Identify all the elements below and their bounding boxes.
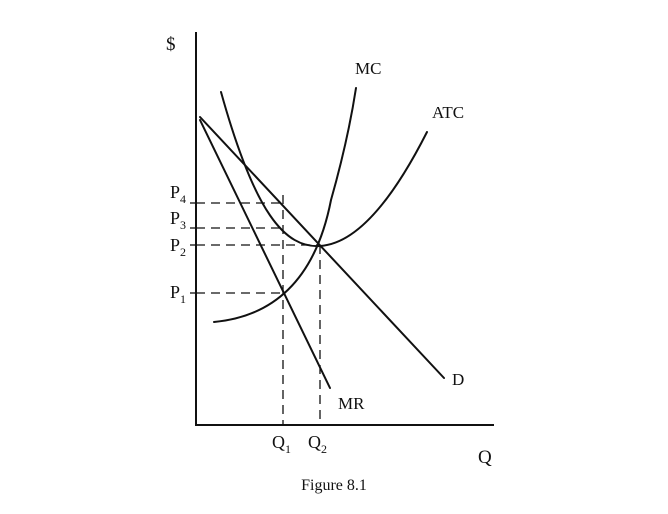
q1-main: Q (272, 432, 285, 452)
mr-label: MR (338, 394, 365, 413)
demand-curve (199, 116, 445, 379)
demand-label: D (452, 370, 464, 389)
p3-main: P (170, 208, 180, 228)
q1-label: Q1 (272, 432, 291, 456)
mc-label: MC (355, 59, 381, 78)
marginal-revenue-curve (199, 119, 331, 389)
curve-labels: MC ATC D MR (338, 59, 464, 413)
p4-subscript: 4 (180, 192, 186, 206)
q2-subscript: 2 (321, 442, 327, 456)
q1-subscript: 1 (285, 442, 291, 456)
p2-label: P2 (170, 235, 186, 259)
axes: $ Q (166, 32, 494, 468)
atc-label: ATC (432, 103, 464, 122)
x-axis-label: Q (478, 447, 492, 468)
marginal-cost-curve (213, 87, 357, 323)
p2-main: P (170, 235, 180, 255)
average-total-cost-curve (220, 91, 428, 248)
p4-label: P4 (170, 182, 186, 206)
p1-main: P (170, 282, 180, 302)
figure-caption: Figure 8.1 (301, 477, 367, 494)
quantity-labels: Q1 Q2 (272, 432, 327, 456)
p3-label: P3 (170, 208, 186, 232)
q2-main: Q (308, 432, 321, 452)
y-axis-label: $ (166, 34, 176, 55)
p3-subscript: 3 (180, 218, 186, 232)
p1-label: P1 (170, 282, 186, 306)
p2-subscript: 2 (180, 245, 186, 259)
p4-main: P (170, 182, 180, 202)
p1-subscript: 1 (180, 292, 186, 306)
price-labels: P4 P3 P2 P1 (170, 182, 186, 306)
price-ticks (190, 202, 196, 294)
guide-lines (196, 195, 321, 425)
curves (199, 87, 445, 389)
q2-label: Q2 (308, 432, 327, 456)
